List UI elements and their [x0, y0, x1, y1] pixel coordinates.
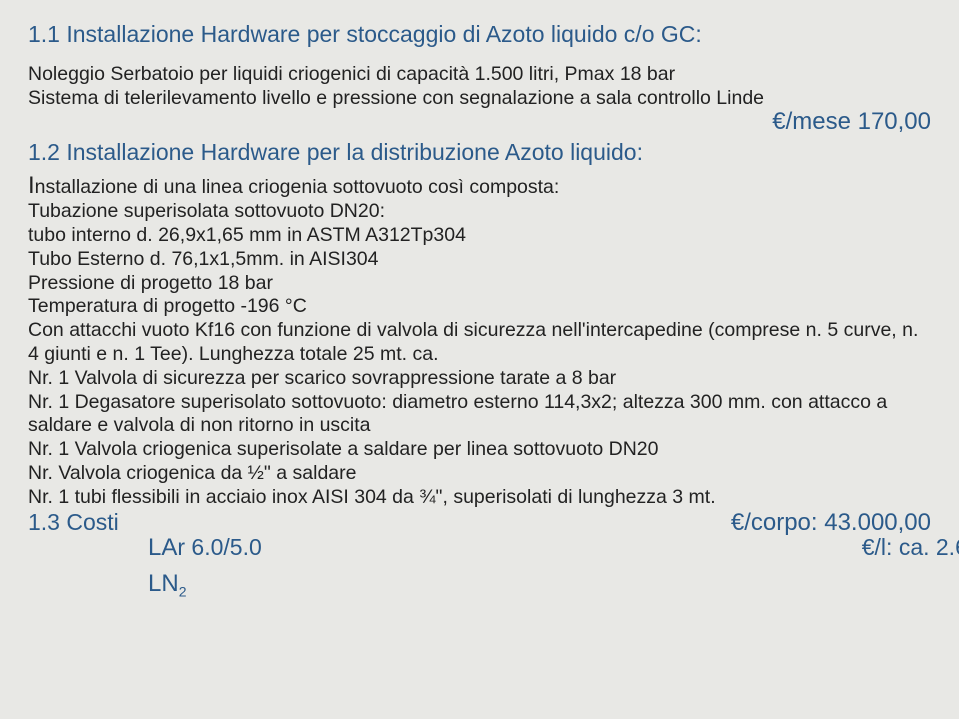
body-line-12: Nr. 1 tubi flessibili in acciaio inox AI… — [28, 486, 931, 510]
body-line-3: tubo interno d. 26,9x1,65 mm in ASTM A31… — [28, 224, 931, 248]
price-mese: €/mese 170,00 — [28, 108, 931, 136]
cost-lar-left: LAr 6.0/5.0 — [148, 534, 262, 562]
body-line-1: Installazione di una linea criogenia sot… — [28, 171, 931, 200]
body-line-2: Tubazione superisolata sottovuoto DN20: — [28, 200, 931, 224]
cost-line-ln2: LN2 €/l 0.113 — [148, 570, 959, 600]
body-line-7: Con attacchi vuoto Kf16 con funzione di … — [28, 319, 931, 367]
body-line-10: Nr. 1 Valvola criogenica superisolate a … — [28, 438, 931, 462]
cost-ln2-left: LN2 — [148, 570, 186, 600]
cost-ln2-sub: 2 — [179, 584, 187, 600]
cost-lar-right: €/l: ca. 2.6/ 0.0963 — [862, 534, 959, 562]
cost-lar-la: LA — [148, 534, 177, 561]
sistema-line: Sistema di telerilevamento livello e pre… — [28, 87, 931, 111]
body-line-1-rest: nstallazione di una linea criogenia sott… — [35, 176, 560, 198]
body-line-11: Nr. Valvola criogenica da ½" a saldare — [28, 462, 931, 486]
section-1-1-title: 1.1 Installazione Hardware per stoccaggi… — [28, 20, 931, 49]
section-1-2-title: 1.2 Installazione Hardware per la distri… — [28, 138, 931, 167]
cost-line-lar: LAr 6.0/5.0 €/l: ca. 2.6/ 0.0963 — [148, 534, 959, 562]
body-block: Installazione di una linea criogenia sot… — [28, 171, 931, 509]
noleggio-line: Noleggio Serbatoio per liquidi criogenic… — [28, 63, 931, 87]
body-line-5: Pressione di progetto 18 bar — [28, 272, 931, 296]
body-line-9: Nr. 1 Degasatore superisolato sottovuoto… — [28, 391, 931, 439]
cost-ln2-ln: LN — [148, 570, 179, 597]
body-line-8: Nr. 1 Valvola di sicurezza per scarico s… — [28, 367, 931, 391]
dropcap-i: I — [28, 172, 35, 199]
cost-lar-rest: r 6.0/5.0 — [177, 534, 261, 560]
body-line-4: Tubo Esterno d. 76,1x1,5mm. in AISI304 — [28, 248, 931, 272]
body-line-6: Temperatura di progetto -196 °C — [28, 295, 931, 319]
